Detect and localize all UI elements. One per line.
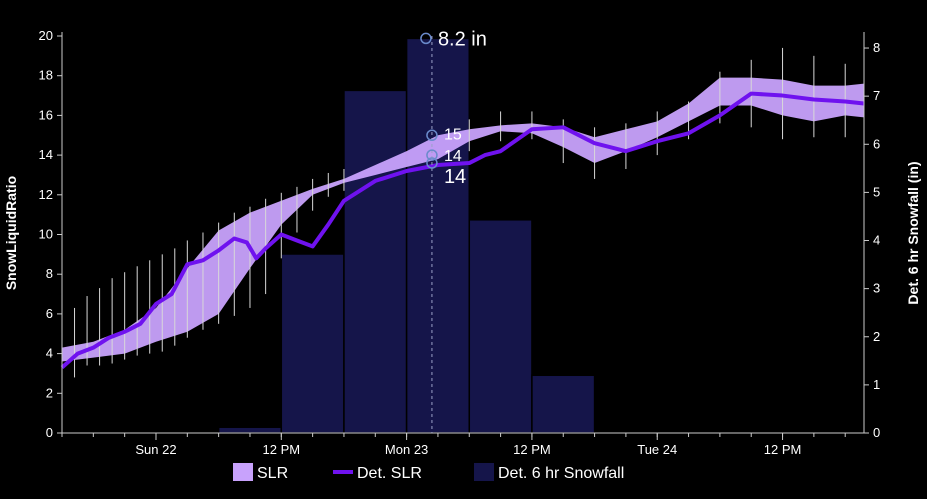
y-tick-label: 2 [46, 385, 53, 400]
x-tick-label: Sun 22 [135, 442, 176, 457]
snowfall-bar [217, 426, 283, 434]
snowfall-bar [280, 253, 345, 434]
y-tick-label: 14 [39, 147, 53, 162]
y-tick-label: 16 [39, 107, 53, 122]
slr-range-area [62, 77, 864, 362]
hover-marker [420, 32, 432, 45]
hover-marker [426, 149, 438, 161]
legend-item-slr[interactable]: SLR [233, 463, 288, 482]
y2-tick-label: 8 [873, 40, 880, 55]
y2-tick-label: 1 [873, 377, 880, 392]
det-slr-line-group [60, 91, 865, 369]
snowfall-bar [405, 37, 471, 434]
hover-slr-label: 14 [444, 166, 466, 188]
snowfall-bar [343, 89, 408, 434]
y2-tick-label: 3 [873, 281, 880, 296]
x-tick-label: Mon 23 [385, 442, 428, 457]
legend-label: SLR [257, 465, 288, 482]
hover-slr-label: 14 [444, 148, 462, 165]
legend-swatch [233, 463, 253, 481]
y-tick-label: 6 [46, 306, 53, 321]
y-tick-label: 10 [39, 227, 53, 242]
snowfall-bar [468, 219, 533, 434]
legend-label: Det. SLR [357, 465, 422, 482]
y-tick-label: 20 [39, 28, 53, 43]
legend-item-det-6-hr-snowfall[interactable]: Det. 6 hr Snowfall [474, 463, 624, 482]
y-tick-label: 8 [46, 266, 53, 281]
x-tick-label: 12 PM [513, 442, 551, 457]
x-tick-label: 12 PM [263, 442, 301, 457]
y2-tick-label: 0 [873, 425, 880, 440]
y2-tick-label: 5 [873, 184, 880, 199]
legend-item-det-slr[interactable]: Det. SLR [333, 465, 422, 482]
y-tick-label: 4 [46, 346, 53, 361]
hover-marker [426, 129, 438, 141]
y2-tick-label: 6 [873, 136, 880, 151]
x-tick-label: 12 PM [764, 442, 802, 457]
y2-tick-label: 2 [873, 329, 880, 344]
hover-slr-label: 15 [444, 126, 462, 143]
y2-tick-label: 4 [873, 233, 880, 248]
y2-axis-title: Det. 6 hr Snowfall (in) [905, 161, 921, 304]
legend-swatch [474, 463, 494, 481]
slr-whiskers [61, 47, 865, 390]
y2-tick-label: 7 [873, 88, 880, 103]
slr-band [62, 77, 864, 362]
det-slr-line [60, 91, 865, 369]
snowfall-bars [217, 37, 596, 434]
y-tick-label: 18 [39, 68, 53, 83]
y-tick-label: 12 [39, 187, 53, 202]
hover-marker [426, 157, 438, 169]
hover-snowfall-label: 8.2 in [438, 28, 487, 50]
snowfall-bar [531, 374, 596, 434]
chart-legend[interactable]: SLR Det. SLR Det. 6 hr Snowfall [233, 463, 624, 482]
y-tick-label: 0 [46, 425, 53, 440]
y-axis-title: SnowLiquidRatio [3, 176, 19, 290]
x-tick-label: Tue 24 [637, 442, 677, 457]
legend-label: Det. 6 hr Snowfall [498, 465, 624, 482]
